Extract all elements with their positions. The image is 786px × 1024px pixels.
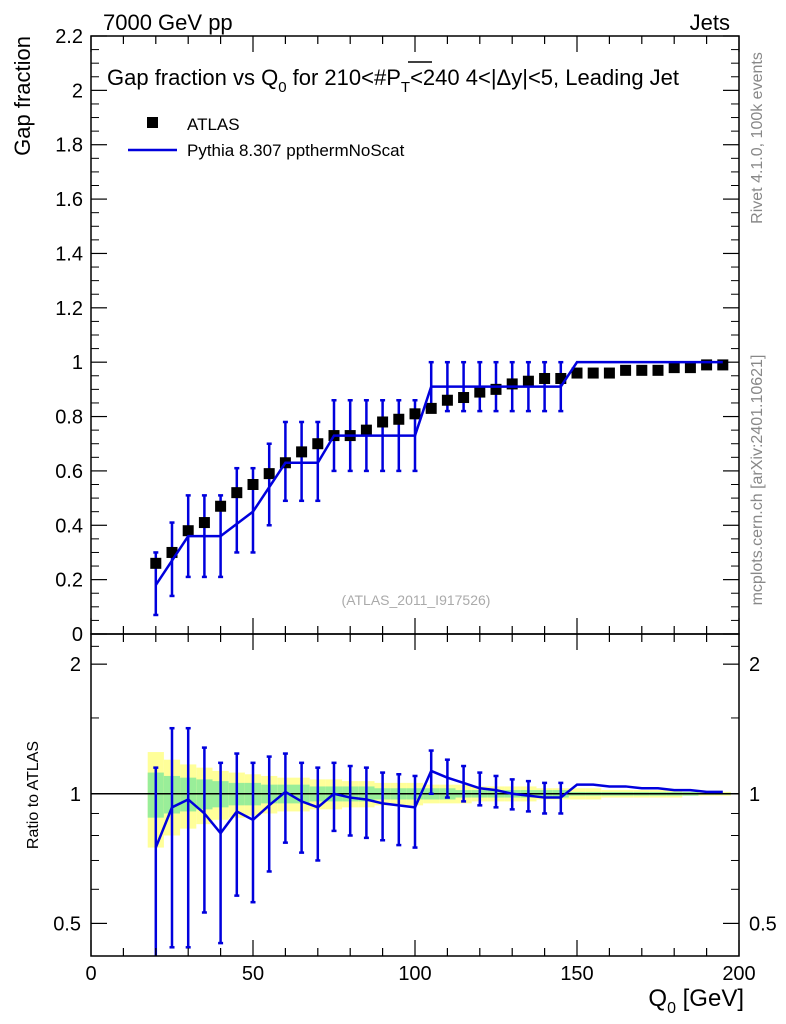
atlas-point [684,362,696,374]
atlas-point [166,546,178,558]
main-y-tick-label: 0.8 [55,407,83,429]
atlas-point [668,362,680,374]
atlas-point [652,364,664,376]
ratio-x-tick-label: 0 [85,963,96,985]
ratio-y-label: Ratio to ATLAS [25,741,42,849]
atlas-point [506,378,518,390]
atlas-point [522,375,534,387]
atlas-point [247,479,259,490]
atlas-point [571,367,583,379]
ratio-y-tick-label-right: 0.5 [749,913,777,935]
title-part-main: Gap fraction vs Q [107,65,278,90]
main-y-tick-label: 1.2 [55,298,83,320]
main-y-tick-label: 0 [72,624,83,646]
atlas-point [198,517,210,529]
x-label-main: Q [648,985,667,1012]
atlas-point [377,416,389,428]
main-y-label: Gap fraction [10,36,35,156]
header-left: 7000 GeV pp [103,10,233,35]
title-part-mid: for 210<#P [287,65,401,90]
legend-mc-label: Pythia 8.307 ppthermNoScat [187,141,405,160]
atlas-point [441,394,453,406]
ratio-error-bars [153,726,564,956]
ratio-x-tick-label: 50 [242,963,264,985]
atlas-point [603,367,615,379]
legend-atlas-marker [147,117,158,128]
watermark: (ATLAS_2011_I917526) [342,592,491,608]
main-y-tick-label: 0.2 [55,570,83,592]
ratio-y-tick-label-right: 1 [749,784,760,806]
atlas-point [587,367,599,379]
main-x-ticks [90,36,740,634]
main-y-tick-label: 1.8 [55,135,83,157]
ratio-y-tick-label: 0.5 [53,913,81,935]
atlas-point [296,446,308,458]
atlas-point [636,364,648,376]
atlas-point [425,402,437,414]
ratio-y-tick-label-right: 2 [749,654,760,676]
atlas-points [150,359,729,569]
main-y-ticks: 0 0.2 0.4 0.6 0.8 1 1.2 1.4 1.6 1.8 2 2.2 [55,26,739,646]
title-sub-t: T [401,79,410,96]
x-axis-label: Q0 [GeV] [648,985,744,1017]
x-label-sub: 0 [667,1000,676,1017]
atlas-point [539,372,551,384]
title-part-end: <240 4<|Δy|<5, Leading Jet [410,65,679,90]
atlas-point [150,557,162,569]
atlas-point [312,438,324,450]
side-mcplots: mcplots.cern.ch [arXiv:2401.10621] [749,355,766,606]
atlas-point [231,487,243,499]
header-right: Jets [690,10,730,35]
main-y-tick-label: 0.6 [55,461,83,483]
atlas-point [555,372,567,384]
atlas-point [409,408,421,420]
side-rivet: Rivet 4.1.0, 100k events [749,52,766,224]
mc-step-line [154,360,723,586]
atlas-point [393,413,405,425]
title-sub-0: 0 [278,79,286,96]
main-y-tick-label: 1.4 [55,243,83,265]
ratio-y-tick-label: 1 [70,784,81,806]
atlas-point [717,359,729,371]
ratio-panel: 0.5 0.5 1 1 2 2 0 50 100 150 200 Ratio to ATLAS Q… [25,633,777,1017]
atlas-point [215,500,227,512]
main-y-tick-label: 1.6 [55,189,83,211]
main-y-tick-label: 2.2 [55,26,83,48]
mc-error-bars [153,360,564,617]
x-label-tail: [GeV] [676,985,744,1012]
main-y-tick-label: 2 [72,80,83,102]
atlas-point [263,468,275,480]
ratio-bands [147,752,731,848]
main-y-tick-label: 1 [72,352,83,374]
atlas-point [490,383,502,395]
main-panel: 0 0.2 0.4 0.6 0.8 1 1.2 1.4 1.6 1.8 2 2.2 Gap fract… [10,26,740,646]
atlas-point [458,392,470,404]
atlas-point [620,364,632,376]
legend: ATLAS Pythia 8.307 ppthermNoScat [128,115,405,160]
ratio-x-tick-label: 200 [722,963,755,985]
atlas-point [182,525,194,537]
atlas-point [701,359,713,371]
ratio-y-tick-label: 2 [70,654,81,676]
ratio-y-ticks: 0.5 0.5 1 1 2 2 [53,645,777,935]
plot-title: Gap fraction vs Q0 for 210<#PT<240 4<|Δy… [107,65,679,96]
atlas-point [474,386,486,398]
ratio-x-ticks: 0 50 100 150 200 [85,634,756,985]
ratio-x-tick-label: 100 [398,963,431,985]
legend-atlas-label: ATLAS [187,115,240,134]
main-y-tick-label: 0.4 [55,515,83,537]
ratio-mc-line [154,769,723,849]
ratio-x-tick-label: 150 [560,963,593,985]
atlas-point [360,424,372,436]
